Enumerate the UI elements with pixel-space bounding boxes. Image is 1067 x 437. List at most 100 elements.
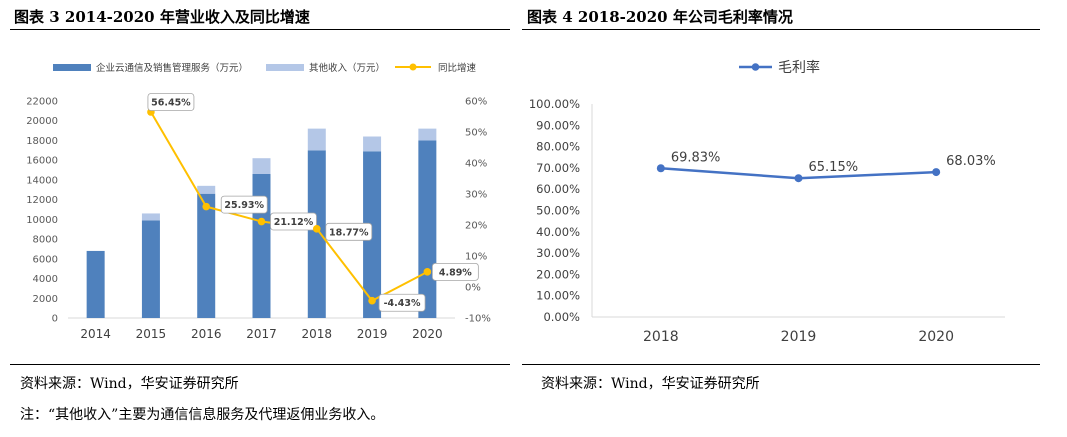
growth-point-2016 <box>202 202 211 211</box>
y-left-tick-label: 16000 <box>26 156 58 167</box>
y-left-tick-label: 0 <box>52 314 58 325</box>
bar-other-2019 <box>363 136 382 152</box>
bar-other-2017 <box>252 158 271 174</box>
growth-label-2016: 25.93% <box>220 195 268 214</box>
bar-main-2014 <box>86 250 105 318</box>
figure2-bottom-rule <box>522 364 1040 365</box>
legend-swatch <box>266 64 304 71</box>
gross-margin-point-2019 <box>794 174 803 183</box>
bar-main-2016 <box>197 193 216 318</box>
legend-swatch <box>53 64 91 71</box>
growth-label-2017: 21.12% <box>270 212 317 231</box>
figure1-note: 注：“其他收入”主要为通信信息服务及代理返佣业务收入。 <box>20 407 385 423</box>
x-tick-label: 2019 <box>357 327 388 341</box>
legend-item-2: 其他收入（万元） <box>266 62 385 74</box>
growth-line <box>150 111 428 303</box>
y-left-tick-label: 12000 <box>26 195 58 206</box>
growth-point-2018 <box>312 225 321 233</box>
legend-label: 毛利率 <box>778 59 820 76</box>
bar-main-2017 <box>252 173 271 318</box>
y-right-tick-label: -10% <box>465 314 491 325</box>
x-tick-label: 2015 <box>136 327 167 341</box>
x-tick-label: 2016 <box>191 327 222 341</box>
legend-label: 同比增速 <box>438 62 477 74</box>
y-right-tick-label: 30% <box>465 190 487 201</box>
y-tick-label: 60.00% <box>536 182 580 196</box>
revenue-chart: 企业云通信及销售管理服务（万元） 其他收入（万元） 同比增速 0 2000 4000 600… <box>26 62 491 341</box>
data-label-text: 4.89% <box>439 267 472 278</box>
x-tick-label: 2014 <box>80 327 111 341</box>
y-tick-label: 20.00% <box>536 267 580 281</box>
growth-label-2018: 18.77% <box>325 222 373 241</box>
growth-label-2020: 4.89% <box>431 262 479 281</box>
data-label-box <box>220 195 268 214</box>
y-tick-label: 100.00% <box>529 97 580 111</box>
bar-main-2020 <box>418 140 437 318</box>
data-label-2020: 68.03% <box>946 154 996 169</box>
bar-other-2015 <box>141 213 160 221</box>
y-tick-label: 50.00% <box>536 204 580 218</box>
y-left-tick-label: 10000 <box>26 215 58 226</box>
y-left-tick-label: 2000 <box>33 294 58 305</box>
data-label-text: 18.77% <box>329 227 369 238</box>
gross-margin-point-2018 <box>656 164 665 173</box>
legend-item-1: 企业云通信及销售管理服务（万元） <box>53 62 248 74</box>
x-tick-label: 2018 <box>643 329 679 345</box>
growth-point-2020 <box>423 268 432 276</box>
y-tick-label: 0.00% <box>543 310 580 324</box>
x-tick-label: 2018 <box>302 327 333 341</box>
figure1-source: 资料来源：Wind，华安证券研究所 <box>20 376 239 392</box>
bar-main-2018 <box>307 150 326 318</box>
y-tick-label: 30.00% <box>536 246 580 260</box>
legend-marker <box>751 63 760 71</box>
y-left-tick-label: 4000 <box>33 274 58 285</box>
y-right-tick-label: 50% <box>465 128 487 139</box>
y-tick-label: 70.00% <box>536 161 580 175</box>
data-label-box <box>325 222 373 241</box>
bar-other-2016 <box>197 185 216 194</box>
y-tick-label: 80.00% <box>536 140 580 154</box>
figure2-title: 图表 4 2018-2020 年公司毛利率情况 <box>527 8 793 26</box>
legend-label: 企业云通信及销售管理服务（万元） <box>96 62 248 74</box>
growth-label-2015: 56.45% <box>147 93 195 111</box>
bar-other-2020 <box>418 128 437 141</box>
y-left-tick-label: 18000 <box>26 136 58 147</box>
x-tick-label: 2017 <box>246 327 277 341</box>
legend-label: 其他收入（万元） <box>309 62 385 74</box>
y-left-tick-label: 20000 <box>26 116 58 127</box>
y-tick-label: 40.00% <box>536 225 580 239</box>
y-left-tick-label: 14000 <box>26 175 58 186</box>
data-label-2019: 65.15% <box>809 160 859 175</box>
data-label-2018: 69.83% <box>671 150 721 165</box>
y-right-tick-label: 60% <box>465 97 487 108</box>
y-left-tick-label: 8000 <box>33 235 58 246</box>
data-label-text: 21.12% <box>274 217 314 228</box>
growth-point-2019 <box>368 296 376 305</box>
gross-margin-chart: 毛利率 0.00% 10.00% 20.00% 30.00% 40.00% 50.00% 60… <box>529 59 1005 345</box>
data-label-box <box>378 293 426 312</box>
growth-point-2017 <box>257 217 266 226</box>
x-tick-label: 2019 <box>781 329 817 345</box>
bar-other-2018 <box>307 128 326 151</box>
y-tick-label: 90.00% <box>536 118 580 132</box>
growth-label-2019: -4.43% <box>378 293 426 312</box>
y-left-tick-label: 22000 <box>26 97 58 108</box>
legend-item-1: 毛利率 <box>739 59 820 76</box>
figure1-title: 图表 3 2014-2020 年营业收入及同比增速 <box>14 8 310 26</box>
data-label-text: 56.45% <box>151 98 191 109</box>
figure1-bottom-rule <box>10 364 510 365</box>
data-label-text: 25.93% <box>224 200 264 211</box>
x-tick-label: 2020 <box>918 329 954 345</box>
y-right-tick-label: 10% <box>465 252 487 263</box>
y-right-tick-label: 40% <box>465 159 487 170</box>
bar-main-2015 <box>141 220 160 318</box>
figure1-title-rule <box>10 29 510 30</box>
figure2-source: 资料来源：Wind，华安证券研究所 <box>541 376 760 392</box>
gross-margin-point-2020 <box>932 168 941 177</box>
data-label-text: -4.43% <box>384 298 421 309</box>
legend-marker <box>409 63 417 71</box>
y-right-tick-label: 20% <box>465 221 487 232</box>
y-left-tick-label: 6000 <box>33 254 58 265</box>
y-right-tick-label: 0% <box>465 283 481 294</box>
data-label-box <box>270 212 317 231</box>
